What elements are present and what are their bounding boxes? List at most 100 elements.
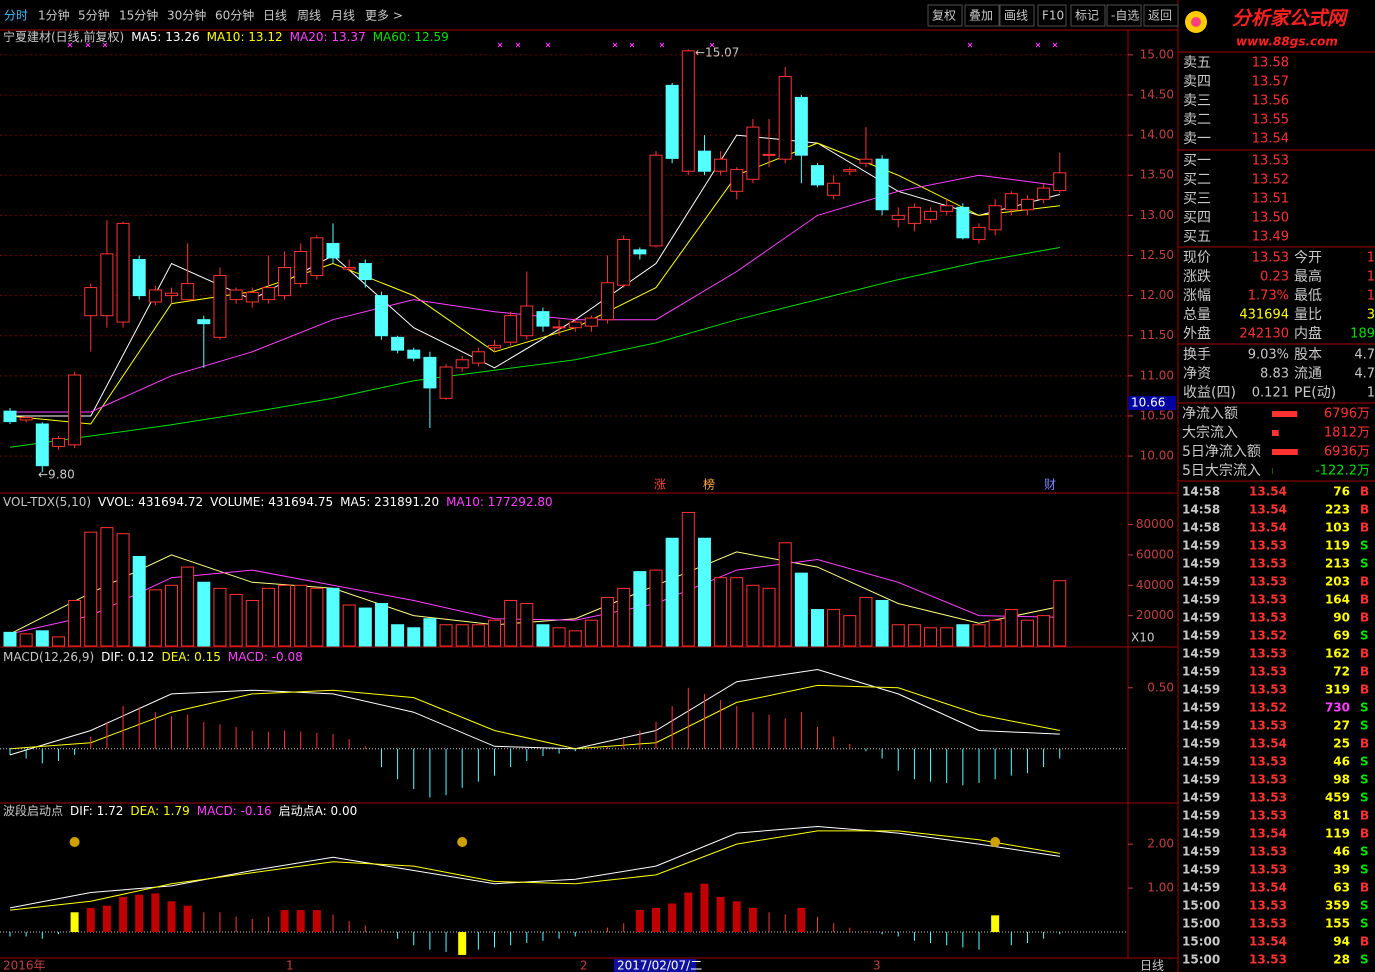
header-item: DEA: 1.79 — [130, 804, 189, 818]
flow-bar — [1272, 430, 1279, 436]
y-tick-label: 13.00 — [1140, 208, 1174, 222]
trade-price: 13.54 — [1249, 935, 1287, 949]
trade-price: 13.54 — [1249, 737, 1287, 751]
trade-volume: 63 — [1333, 881, 1350, 895]
start-point-icon — [69, 837, 80, 847]
trade-side: B — [1360, 503, 1369, 517]
period-button[interactable]: 60分钟 — [215, 8, 254, 23]
trade-volume: 164 — [1325, 593, 1350, 607]
trade-volume: 162 — [1325, 647, 1350, 661]
trade-time: 14:59 — [1182, 809, 1220, 823]
stat-label: 今开 — [1294, 250, 1322, 266]
volume-bar — [536, 624, 550, 647]
volume-bar — [504, 599, 518, 647]
candle-body — [35, 423, 49, 467]
volume-bar — [261, 587, 275, 647]
panel-header: VOL-TDX(5,10) VVOL: 431694.72 VOLUME: 4316… — [3, 495, 553, 509]
trade-side: B — [1360, 575, 1369, 589]
y-tick-label: 12.00 — [1140, 288, 1174, 302]
volume-bar — [310, 587, 324, 647]
trade-side: S — [1360, 845, 1369, 859]
trade-side: S — [1360, 701, 1369, 715]
trade-side: S — [1360, 899, 1369, 913]
period-button[interactable]: 30分钟 — [167, 8, 206, 23]
trade-price: 13.53 — [1249, 773, 1287, 787]
trade-price: 13.53 — [1249, 917, 1287, 931]
volume-bar — [681, 511, 695, 647]
period-button[interactable]: 周线 — [297, 9, 321, 23]
period-button[interactable]: 月线 — [331, 9, 355, 23]
candle-body — [988, 205, 1002, 231]
action-button[interactable]: F10 — [1042, 9, 1064, 23]
header-item: MA5: 13.26 — [131, 30, 199, 44]
trade-price: 13.53 — [1249, 611, 1287, 625]
event-mark: 财 — [1044, 478, 1056, 492]
band-bar — [668, 903, 677, 933]
candle-body — [584, 317, 598, 327]
flow-label: 净流入额 — [1182, 406, 1238, 422]
trade-price: 13.53 — [1249, 953, 1287, 967]
stat-label: 最高 — [1294, 268, 1322, 285]
signal-icon — [629, 42, 635, 48]
action-button[interactable]: 标记 — [1075, 9, 1099, 23]
candle-body — [148, 289, 162, 303]
trade-price: 13.53 — [1249, 647, 1287, 661]
volume-bar — [633, 571, 647, 647]
volume-bar — [584, 619, 598, 647]
action-frame — [999, 4, 1035, 27]
action-button[interactable]: 返回 — [1148, 9, 1172, 23]
y-tick-label: 60000 — [1136, 547, 1174, 561]
candle-body — [859, 158, 873, 164]
volume-bar — [439, 624, 453, 647]
action-button[interactable]: 复权 — [932, 9, 956, 23]
action-button[interactable]: 画线 — [1004, 9, 1028, 23]
action-button[interactable]: 叠加 — [969, 9, 993, 23]
book-label: 卖四 — [1183, 74, 1211, 90]
stat-label: 换手 — [1183, 346, 1211, 363]
trade-time: 14:59 — [1182, 647, 1220, 661]
stat-label: PE(动) — [1294, 385, 1336, 401]
action-frame — [1070, 4, 1106, 27]
action-button[interactable]: -自选 — [1111, 9, 1139, 23]
band-bar — [748, 907, 757, 933]
period-button[interactable]: 5分钟 — [78, 8, 110, 23]
period-button[interactable]: 分时 — [4, 9, 28, 23]
panel-header: 宁夏建材(日线,前复权) MA5: 13.26 MA10: 13.12 MA20: 1… — [3, 29, 449, 44]
header-item: VVOL: 431694.72 — [98, 495, 203, 509]
period-button[interactable]: 1分钟 — [38, 8, 70, 23]
trade-side: S — [1360, 629, 1369, 643]
period-button[interactable]: 15分钟 — [119, 8, 158, 23]
volume-bar — [714, 577, 728, 647]
volume-bar — [1037, 615, 1051, 647]
trade-volume: 94 — [1333, 935, 1350, 949]
trade-time: 14:59 — [1182, 755, 1220, 769]
flow-value: 6796万 — [1324, 407, 1370, 422]
volume-bar — [245, 599, 259, 647]
book-price: 13.54 — [1252, 132, 1289, 147]
candle-body — [1037, 187, 1051, 200]
stat-value: 4.7 — [1354, 348, 1375, 363]
candle-body — [746, 126, 760, 180]
trade-price: 13.53 — [1249, 683, 1287, 697]
candle-body — [116, 222, 130, 323]
trade-price: 13.53 — [1249, 665, 1287, 679]
volume-bar — [165, 584, 178, 647]
y-tick-label: 1.00 — [1147, 881, 1174, 895]
unit-label: X10 — [1131, 631, 1155, 645]
time-label: 2017/02/07/二 — [617, 959, 702, 972]
volume-bar — [811, 609, 824, 647]
y-tick-label: 12.50 — [1140, 248, 1174, 262]
period-button[interactable]: 日线 — [263, 9, 287, 23]
band-bar — [280, 910, 289, 933]
signal-icon — [1035, 42, 1041, 48]
trade-time: 15:00 — [1182, 935, 1220, 949]
candle-body — [552, 326, 566, 329]
period-button[interactable]: 更多 > — [365, 9, 403, 23]
trade-side: B — [1360, 647, 1369, 661]
trade-price: 13.53 — [1249, 791, 1287, 805]
high-label: ←15.07 — [695, 46, 739, 60]
trade-side: B — [1360, 827, 1369, 841]
book-label: 买三 — [1183, 191, 1211, 207]
time-label: 3 — [873, 959, 881, 972]
start-point-icon — [457, 837, 468, 847]
